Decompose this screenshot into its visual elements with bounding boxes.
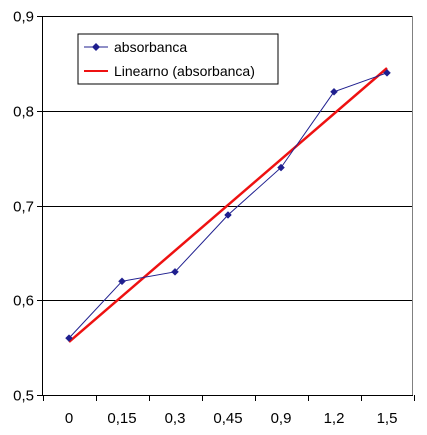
y-tick-label-2: 0,7: [13, 199, 34, 216]
data-point-0: [65, 334, 73, 343]
x-tick-label-3: 0,45: [213, 410, 242, 427]
data-point-4: [277, 163, 285, 172]
x-tick-labels: 0 0,15 0,3 0,45 0,9 1,2 1,5: [65, 410, 398, 427]
trendline: [68, 67, 388, 343]
y-tick-labels: 0,5 0,6 0,7 0,8 0,9: [13, 9, 34, 405]
x-tick-label-0: 0: [65, 410, 73, 427]
y-tick-label-1: 0,6: [13, 293, 34, 310]
x-tick-label-4: 0,9: [271, 410, 292, 427]
legend-box: [77, 33, 279, 85]
legend-series-label: absorbanca: [114, 39, 187, 55]
trendline-layer: [68, 67, 388, 343]
x-tick-label-6: 1,5: [377, 410, 398, 427]
series-layer: [65, 68, 391, 343]
x-tick-label-5: 1,2: [324, 410, 345, 427]
x-tick-label-2: 0,3: [165, 410, 186, 427]
legend: absorbanca Linearno (absorbanca): [77, 33, 279, 85]
axes: [37, 16, 415, 401]
data-point-6: [383, 68, 391, 77]
legend-trendline-label: Linearno (absorbanca): [114, 63, 255, 79]
y-tick-label-3: 0,8: [13, 104, 34, 121]
data-point-3: [224, 211, 232, 219]
data-point-5: [330, 87, 338, 96]
data-point-1: [118, 277, 126, 286]
x-tick-label-1: 0,15: [107, 410, 136, 427]
y-tick-label-0: 0,5: [13, 388, 34, 405]
data-point-2: [171, 267, 179, 276]
legend-series-marker: [92, 43, 100, 51]
y-tick-label-4: 0,9: [13, 9, 34, 26]
